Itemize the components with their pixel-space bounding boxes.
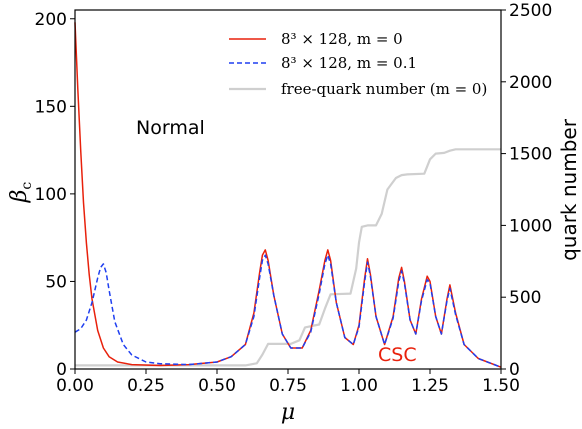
y2-tick-label: 0 <box>509 360 520 380</box>
series-line-2 <box>75 148 501 367</box>
x-tick-label: 1.00 <box>340 376 378 396</box>
y2-tick-label: 500 <box>509 288 541 308</box>
legend: 8³ × 128, m = 0 8³ × 128, m = 0.1 free-q… <box>229 30 487 98</box>
y-axis-label: β <box>7 190 32 204</box>
y-tick-label: 100 <box>35 185 67 205</box>
y2-axis-label: quark number <box>557 118 581 261</box>
y-tick-label: 50 <box>45 272 67 292</box>
x-tick-label: 0.75 <box>269 376 307 396</box>
series-line-1 <box>74 254 502 368</box>
x-tick-label: 0.00 <box>56 376 94 396</box>
series-line-0 <box>74 22 502 368</box>
y2-tick-label: 2500 <box>509 1 552 21</box>
annotation-csc: CSC <box>378 344 417 366</box>
y2-tick-label: 1500 <box>509 145 552 165</box>
y-tick-label: 200 <box>35 10 67 30</box>
x-tick-label: 0.50 <box>198 376 236 396</box>
legend-label-free-quark: free-quark number (m = 0) <box>281 80 487 98</box>
ticks-layer: 0.00 0.25 0.50 0.75 1.00 1.25 1.50050100150200… <box>35 1 553 396</box>
x-tick-label: 1.50 <box>482 376 520 396</box>
series-layer <box>74 22 502 368</box>
x-axis-label: μ <box>281 400 295 425</box>
y-tick-label: 150 <box>35 97 67 117</box>
y-axis-label-sub: c <box>19 182 35 190</box>
x-tick-label: 0.25 <box>127 376 165 396</box>
legend-label-m0: 8³ × 128, m = 0 <box>281 30 403 48</box>
y2-tick-label: 2000 <box>509 73 552 93</box>
svg-text:βc: βc <box>7 182 35 204</box>
annotation-normal: Normal <box>136 117 205 139</box>
y2-tick-label: 1000 <box>509 216 552 236</box>
y-tick-label: 0 <box>56 360 67 380</box>
y-axis-label-group: βc <box>7 182 35 204</box>
legend-label-m01: 8³ × 128, m = 0.1 <box>281 54 417 72</box>
x-tick-label: 1.25 <box>411 376 449 396</box>
